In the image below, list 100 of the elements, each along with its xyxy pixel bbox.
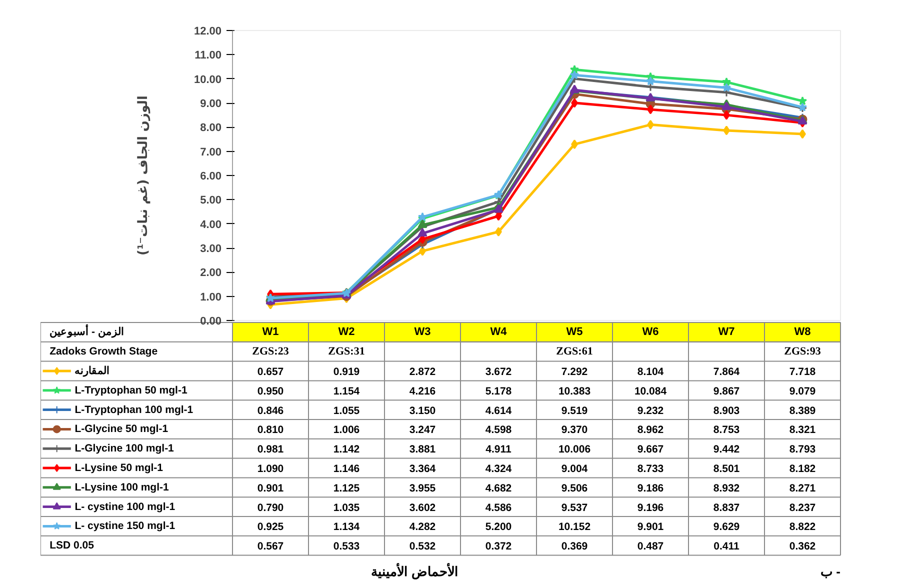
data-label: 4.324 xyxy=(485,463,512,475)
data-label: 1.154 xyxy=(333,385,360,398)
data-label: 10.006 xyxy=(558,444,591,456)
data-label: 4.282 xyxy=(409,521,436,534)
data-label: 0.925 xyxy=(257,521,284,534)
y-tick-label: 8.00 xyxy=(200,122,222,134)
data-label: 9.537 xyxy=(561,502,588,514)
data-label: 0.846 xyxy=(257,404,284,417)
data-label: 4.911 xyxy=(486,444,512,456)
data-label: 9.232 xyxy=(637,404,664,417)
category-label: W1 ZGS:23 xyxy=(252,326,289,358)
y-tick-label: 6.00 xyxy=(200,170,222,182)
y-tick-label: 5.00 xyxy=(200,194,222,207)
text: 0.369 xyxy=(561,540,588,553)
data-label: 1.006 xyxy=(333,424,360,436)
data-label: 9.186 xyxy=(637,482,664,494)
text: ب - xyxy=(820,564,841,579)
data-label: 10.152 xyxy=(558,521,591,534)
text: 0.362 xyxy=(789,540,816,553)
data-label: 5.200 xyxy=(485,521,512,534)
data-label: 0.981 xyxy=(257,444,284,456)
y-tick-label: 4.00 xyxy=(200,218,222,231)
text: الأحماض الأمينية xyxy=(371,562,459,580)
x-tick-label: W6 xyxy=(642,326,659,338)
legend-label: L-Tryptophan 50 mgl-1 xyxy=(74,384,188,396)
data-label: 9.667 xyxy=(637,444,664,456)
data-label: 8.104 xyxy=(637,366,664,378)
legend-label: L-Glycine 50 mgl-1 xyxy=(74,423,168,436)
legend-label: L- cystine 150 mgl-1 xyxy=(74,520,176,532)
data-label: 9.506 xyxy=(561,482,588,494)
data-label: 9.867 xyxy=(713,385,740,398)
data-label: 4.216 xyxy=(409,385,436,398)
data-label: 8.389 xyxy=(789,404,816,417)
y-tick-label: 9.00 xyxy=(200,98,222,110)
legend-label: L-Tryptophan 100 mgl-1 xyxy=(74,404,194,416)
y-tick-label: 2.00 xyxy=(200,267,222,280)
data-label: 8.501 xyxy=(713,463,740,475)
data-label: 1.090 xyxy=(257,463,284,475)
data-label: 3.602 xyxy=(409,502,436,514)
data-label: 8.822 xyxy=(789,521,816,534)
data-label: 9.004 xyxy=(561,463,588,475)
data-label: 1.142 xyxy=(333,444,360,456)
data-label: 8.321 xyxy=(789,424,816,436)
text: 0.372 xyxy=(485,540,512,553)
data-label: 8.271 xyxy=(789,482,816,494)
text: LSD 0.05 xyxy=(50,540,94,552)
data-label: 9.519 xyxy=(561,404,588,417)
data-label: 3.150 xyxy=(409,404,436,417)
legend-label: L-Glycine 100 mgl-1 xyxy=(74,442,174,455)
legend-label: المقارنه xyxy=(74,365,110,377)
category-label: W5 ZGS:61 xyxy=(556,326,593,358)
legend-label: L-Lysine 100 mgl-1 xyxy=(74,481,169,494)
data-label: 9.629 xyxy=(713,521,740,534)
x-tick-label: W4 xyxy=(490,326,508,338)
x-tick-label: W3 xyxy=(414,326,431,338)
data-label: 10.084 xyxy=(634,385,667,398)
text: 0.567 xyxy=(257,540,284,553)
data-label: 4.614 xyxy=(485,404,512,417)
y-tick-label: 7.00 xyxy=(200,146,222,158)
data-label: 0.810 xyxy=(257,424,284,436)
y-axis-title: الوزن الجاف (غم نبات⁻¹) xyxy=(136,95,151,256)
data-label: 8.733 xyxy=(637,463,664,475)
x-tick-label: W7 xyxy=(718,326,735,338)
data-label: 1.055 xyxy=(333,404,360,417)
data-label: 5.178 xyxy=(485,385,512,398)
legend-label: L- cystine 100 mgl-1 xyxy=(74,500,176,513)
data-label: 3.955 xyxy=(409,482,436,494)
category-label: W8 ZGS:93 xyxy=(784,326,821,358)
data-label: 9.370 xyxy=(561,424,588,436)
text: Zadoks Growth Stage xyxy=(50,346,158,358)
data-label: 9.079 xyxy=(789,385,816,398)
data-label: 0.950 xyxy=(257,385,284,398)
data-label: 4.586 xyxy=(485,502,512,514)
data-label: 0.919 xyxy=(333,366,360,378)
data-label: 0.901 xyxy=(257,482,284,494)
text: 0.411 xyxy=(714,540,740,553)
data-label: 3.247 xyxy=(409,424,436,436)
data-label: 4.598 xyxy=(485,424,512,436)
y-tick-label: 3.00 xyxy=(200,243,222,255)
data-label: 3.881 xyxy=(409,444,436,456)
data-label: 2.872 xyxy=(409,366,436,378)
y-tick-label: 1.00 xyxy=(200,291,222,304)
y-tick-label: 12.00 xyxy=(194,26,222,38)
data-label: 10.383 xyxy=(558,385,591,398)
data-label: 1.125 xyxy=(333,482,360,494)
y-tick-label: 10.00 xyxy=(194,74,222,86)
data-label: 8.182 xyxy=(789,463,816,475)
text: 0.533 xyxy=(333,540,360,553)
legend-label: L-Lysine 50 mgl-1 xyxy=(74,462,164,474)
data-label: 9.901 xyxy=(637,521,664,534)
data-label: 8.237 xyxy=(789,502,816,514)
data-label: 0.657 xyxy=(257,366,284,378)
data-label: 0.790 xyxy=(257,502,284,514)
data-label: 9.442 xyxy=(713,444,740,456)
data-label: 7.292 xyxy=(561,366,588,378)
data-label: 8.837 xyxy=(713,502,740,514)
text: 0.532 xyxy=(409,540,436,553)
data-label: 3.672 xyxy=(485,366,512,378)
data-label: 9.196 xyxy=(637,502,664,514)
data-label: 7.864 xyxy=(713,366,740,378)
